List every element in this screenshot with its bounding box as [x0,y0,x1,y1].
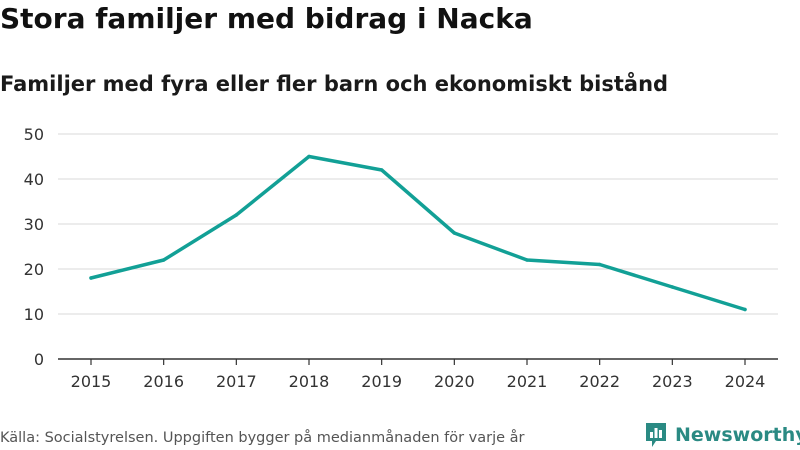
x-tick-label-2024: 2024 [725,372,766,391]
x-tick-label-2018: 2018 [289,372,330,391]
series-line-0 [89,154,747,312]
data-point-2018 [307,154,311,159]
x-tick-label-2020: 2020 [434,372,475,391]
y-tick-label-40: 40 [24,170,44,189]
chart-subtitle: Familjer med fyra eller fler barn och ek… [0,72,669,96]
grid-lines [58,133,778,315]
x-tick-label-2023: 2023 [652,372,693,391]
brand: Newsworthy [644,421,800,449]
y-tick-label-20: 20 [24,260,44,279]
x-axis: 2015 2016 2017 2018 2019 2020 2021 2022 2023 2024 [58,358,778,391]
x-tick-label-2015: 2015 [71,372,112,391]
source-note: Källa: Socialstyrelsen. Uppgiften bygger… [0,430,525,446]
x-tick-label-2016: 2016 [143,372,184,391]
data-point-2016 [161,258,166,262]
y-tick-label-30: 30 [24,215,44,234]
y-tick-label-10: 10 [24,305,44,324]
y-tick-label-50: 50 [24,125,44,144]
data-point-2022 [597,262,602,267]
data-point-2024 [743,307,747,312]
newsworthy-logo-icon [646,423,666,447]
line-chart: 0 10 20 30 40 50 2015 2016 2017 2018 2019 2020 2021… [24,125,778,391]
data-point-2020 [452,231,457,235]
data-point-2015 [89,276,93,280]
brand-name: Newsworthy [675,424,800,446]
data-point-2017 [234,213,239,217]
data-point-2021 [525,258,529,262]
chart-title: Stora familjer med bidrag i Nacka [0,2,533,35]
data-point-2023 [670,285,675,289]
series-group [89,154,747,312]
x-tick-label-2017: 2017 [216,372,257,391]
x-tick-label-2021: 2021 [507,372,548,391]
x-tick-label-2022: 2022 [579,372,620,391]
data-point-2019 [379,168,384,172]
y-tick-label-0: 0 [34,350,44,369]
x-tick-label-2019: 2019 [361,372,402,391]
y-axis: 0 10 20 30 40 50 [24,125,44,369]
